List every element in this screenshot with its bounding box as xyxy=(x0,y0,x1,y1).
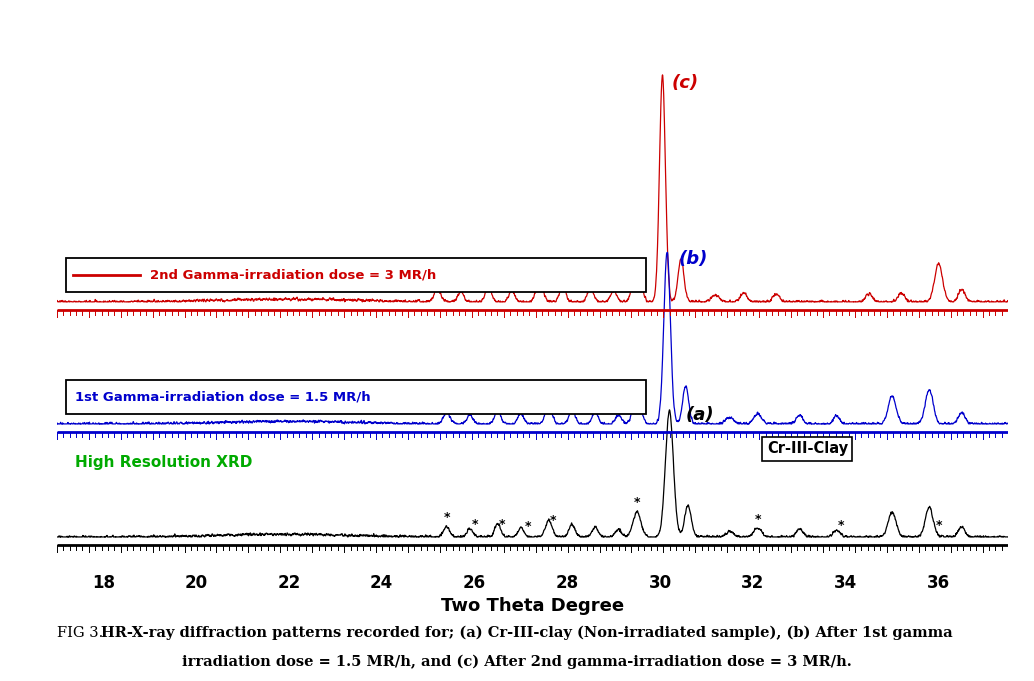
X-axis label: Two Theta Degree: Two Theta Degree xyxy=(440,597,625,615)
Text: *: * xyxy=(524,520,531,533)
Text: *: * xyxy=(838,519,845,532)
FancyBboxPatch shape xyxy=(66,380,646,414)
Text: *: * xyxy=(550,514,556,527)
Text: High Resolution XRD: High Resolution XRD xyxy=(75,455,252,470)
Text: *: * xyxy=(755,513,761,526)
Text: *: * xyxy=(309,405,315,419)
Text: (c): (c) xyxy=(672,74,699,91)
Text: *: * xyxy=(499,518,506,531)
Text: FIG 3.: FIG 3. xyxy=(57,626,108,639)
Text: (a): (a) xyxy=(686,406,714,424)
Text: (b): (b) xyxy=(678,250,708,268)
Text: 1st Gamma-irradiation dose = 1.5 MR/h: 1st Gamma-irradiation dose = 1.5 MR/h xyxy=(74,390,370,403)
Text: irradiation dose = 1.5 MR/h, and (c) After 2nd gamma-irradiation dose = 3 MR/h.: irradiation dose = 1.5 MR/h, and (c) Aft… xyxy=(182,654,852,669)
FancyBboxPatch shape xyxy=(66,258,646,292)
Text: 2nd Gamma-irradiation dose = 3 MR/h: 2nd Gamma-irradiation dose = 3 MR/h xyxy=(150,268,436,281)
Text: Cr-III-Clay: Cr-III-Clay xyxy=(767,441,848,456)
Text: *: * xyxy=(472,518,478,531)
Text: *: * xyxy=(634,496,640,509)
Text: *: * xyxy=(444,511,450,524)
Text: HR-X-ray diffraction patterns recorded for; (a) Cr-III-clay (Non-irradiated samp: HR-X-ray diffraction patterns recorded f… xyxy=(101,625,953,639)
Text: *: * xyxy=(936,519,942,532)
